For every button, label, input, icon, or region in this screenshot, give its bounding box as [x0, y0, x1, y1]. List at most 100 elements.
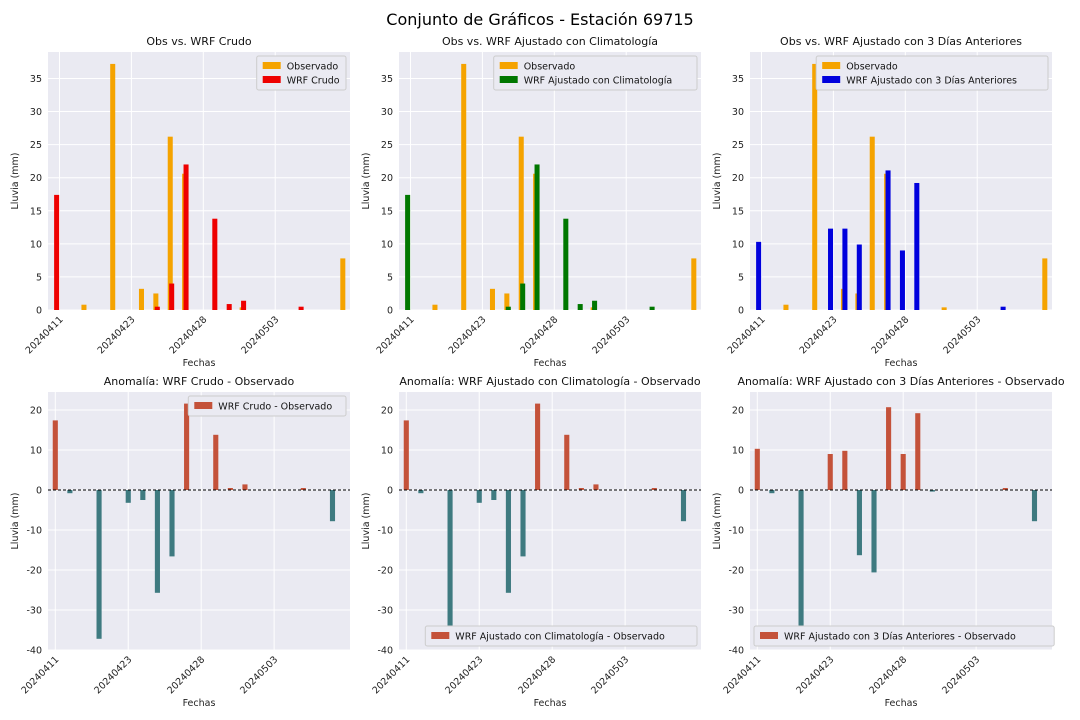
bar	[564, 434, 570, 490]
chart-panel-4: -40 -30 -20 -10 0 10 20 20240411 20240423 2024042…	[10, 375, 350, 709]
bar	[941, 307, 947, 310]
legend-label: WRF Ajustado con 3 Días Anteriores - Obs…	[784, 632, 1016, 643]
chart-panel-1: 0 5 10 15 20 25 30 35 20240411 20240423 20240428 20…	[10, 35, 350, 369]
bar	[899, 250, 905, 310]
bar	[110, 63, 116, 311]
legend-label: WRF Crudo	[287, 76, 340, 87]
bar	[827, 454, 833, 490]
bar	[403, 420, 409, 490]
bar	[535, 403, 541, 490]
y-tick-label: -40	[26, 646, 42, 657]
x-tick-label: 20240428	[518, 314, 560, 356]
y-axis-label: Lluvia (mm)	[361, 153, 372, 210]
bar	[476, 490, 482, 503]
x-tick-label: 20240428	[869, 314, 911, 356]
y-tick-label: 20	[381, 173, 393, 184]
y-tick-label: -30	[377, 606, 393, 617]
chart-panel-3: 0 5 10 15 20 25 30 35 20240411 20240423 20240428 20…	[712, 35, 1052, 369]
bar	[577, 304, 583, 310]
legend-swatch	[760, 632, 778, 639]
bar	[184, 403, 190, 490]
bar	[52, 420, 58, 490]
bar	[915, 413, 921, 490]
bar	[241, 300, 247, 310]
bar	[578, 488, 584, 490]
bar	[447, 490, 453, 639]
legend-swatch	[499, 62, 518, 69]
bar	[418, 490, 424, 494]
chart-panel-5: -40 -30 -20 -10 0 10 20 20240411 20240423 2024042…	[361, 375, 701, 709]
bar	[54, 194, 60, 310]
bar	[213, 434, 219, 490]
bar	[756, 241, 762, 310]
plot-area	[399, 392, 701, 650]
y-tick-label: 20	[381, 406, 393, 417]
chart-title: Anomalía: WRF Ajustado con 3 Días Anteri…	[737, 375, 1064, 388]
legend: Observado WRF Ajustado con 3 Días Anterio…	[815, 55, 1049, 91]
legend-box	[753, 625, 1055, 647]
bar	[154, 306, 160, 310]
y-tick-label: 0	[738, 486, 744, 497]
x-tick-label: 20240423	[443, 654, 485, 696]
x-tick-label: 20240428	[165, 654, 207, 696]
y-tick-label: 20	[30, 406, 42, 417]
bar	[242, 484, 248, 490]
figure-title: Conjunto de Gráficos - Estación 69715	[386, 10, 694, 29]
bar	[651, 488, 657, 490]
bar	[329, 490, 336, 522]
x-tick-label: 20240428	[516, 654, 558, 696]
plot-area	[750, 392, 1052, 650]
y-tick-label: 20	[732, 173, 744, 184]
legend-label: Observado	[524, 62, 576, 73]
y-tick-label: -20	[377, 566, 393, 577]
y-tick-label: -30	[26, 606, 42, 617]
y-tick-label: 15	[732, 206, 744, 217]
x-tick-label: 20240423	[447, 314, 489, 356]
x-tick-label: 20240428	[167, 314, 209, 356]
y-tick-label: -10	[728, 526, 744, 537]
x-tick-label: 20240411	[721, 654, 763, 696]
y-axis-label: Lluvia (mm)	[712, 493, 723, 550]
bar	[856, 490, 862, 556]
chart-title: Obs vs. WRF Crudo	[146, 35, 252, 48]
bar	[649, 306, 655, 310]
legend-label: WRF Ajustado con 3 Días Anteriores	[846, 76, 1017, 87]
legend-swatch	[499, 76, 518, 83]
legend-swatch	[194, 402, 213, 409]
bar	[869, 136, 875, 310]
y-tick-label: 30	[381, 107, 393, 118]
x-tick-label: 20240411	[375, 314, 417, 356]
y-tick-label: 15	[381, 206, 393, 217]
y-tick-label: 0	[36, 306, 42, 317]
bar	[754, 448, 760, 490]
bar	[125, 490, 131, 503]
y-axis-label: Lluvia (mm)	[10, 493, 21, 550]
bar	[828, 228, 834, 310]
y-tick-label: -20	[728, 566, 744, 577]
y-tick-label: 10	[381, 446, 393, 457]
bar	[432, 304, 438, 310]
chart-title: Anomalía: WRF Ajustado con Climatología …	[399, 375, 701, 388]
x-axis-label: Fechas	[885, 358, 918, 369]
chart-title: Obs vs. WRF Ajustado con 3 Días Anterior…	[780, 35, 1022, 48]
bar	[169, 490, 175, 557]
y-tick-label: 35	[732, 74, 744, 85]
bar	[300, 488, 306, 490]
y-tick-label: 0	[738, 306, 744, 317]
y-tick-label: 20	[30, 173, 42, 184]
bar	[783, 304, 789, 310]
bar	[226, 304, 232, 310]
bar	[885, 170, 891, 310]
x-axis-label: Fechas	[534, 358, 567, 369]
x-tick-label: 20240411	[726, 314, 768, 356]
y-tick-label: 30	[30, 107, 42, 118]
bar	[1042, 258, 1048, 310]
bar	[505, 306, 511, 310]
y-tick-label: 25	[30, 140, 42, 151]
legend-label: WRF Ajustado con Climatología	[524, 76, 673, 87]
y-tick-label: 10	[732, 446, 744, 457]
bar	[67, 490, 73, 494]
x-tick-label: 20240428	[867, 654, 909, 696]
plot-area	[399, 52, 701, 310]
bar	[140, 490, 146, 500]
